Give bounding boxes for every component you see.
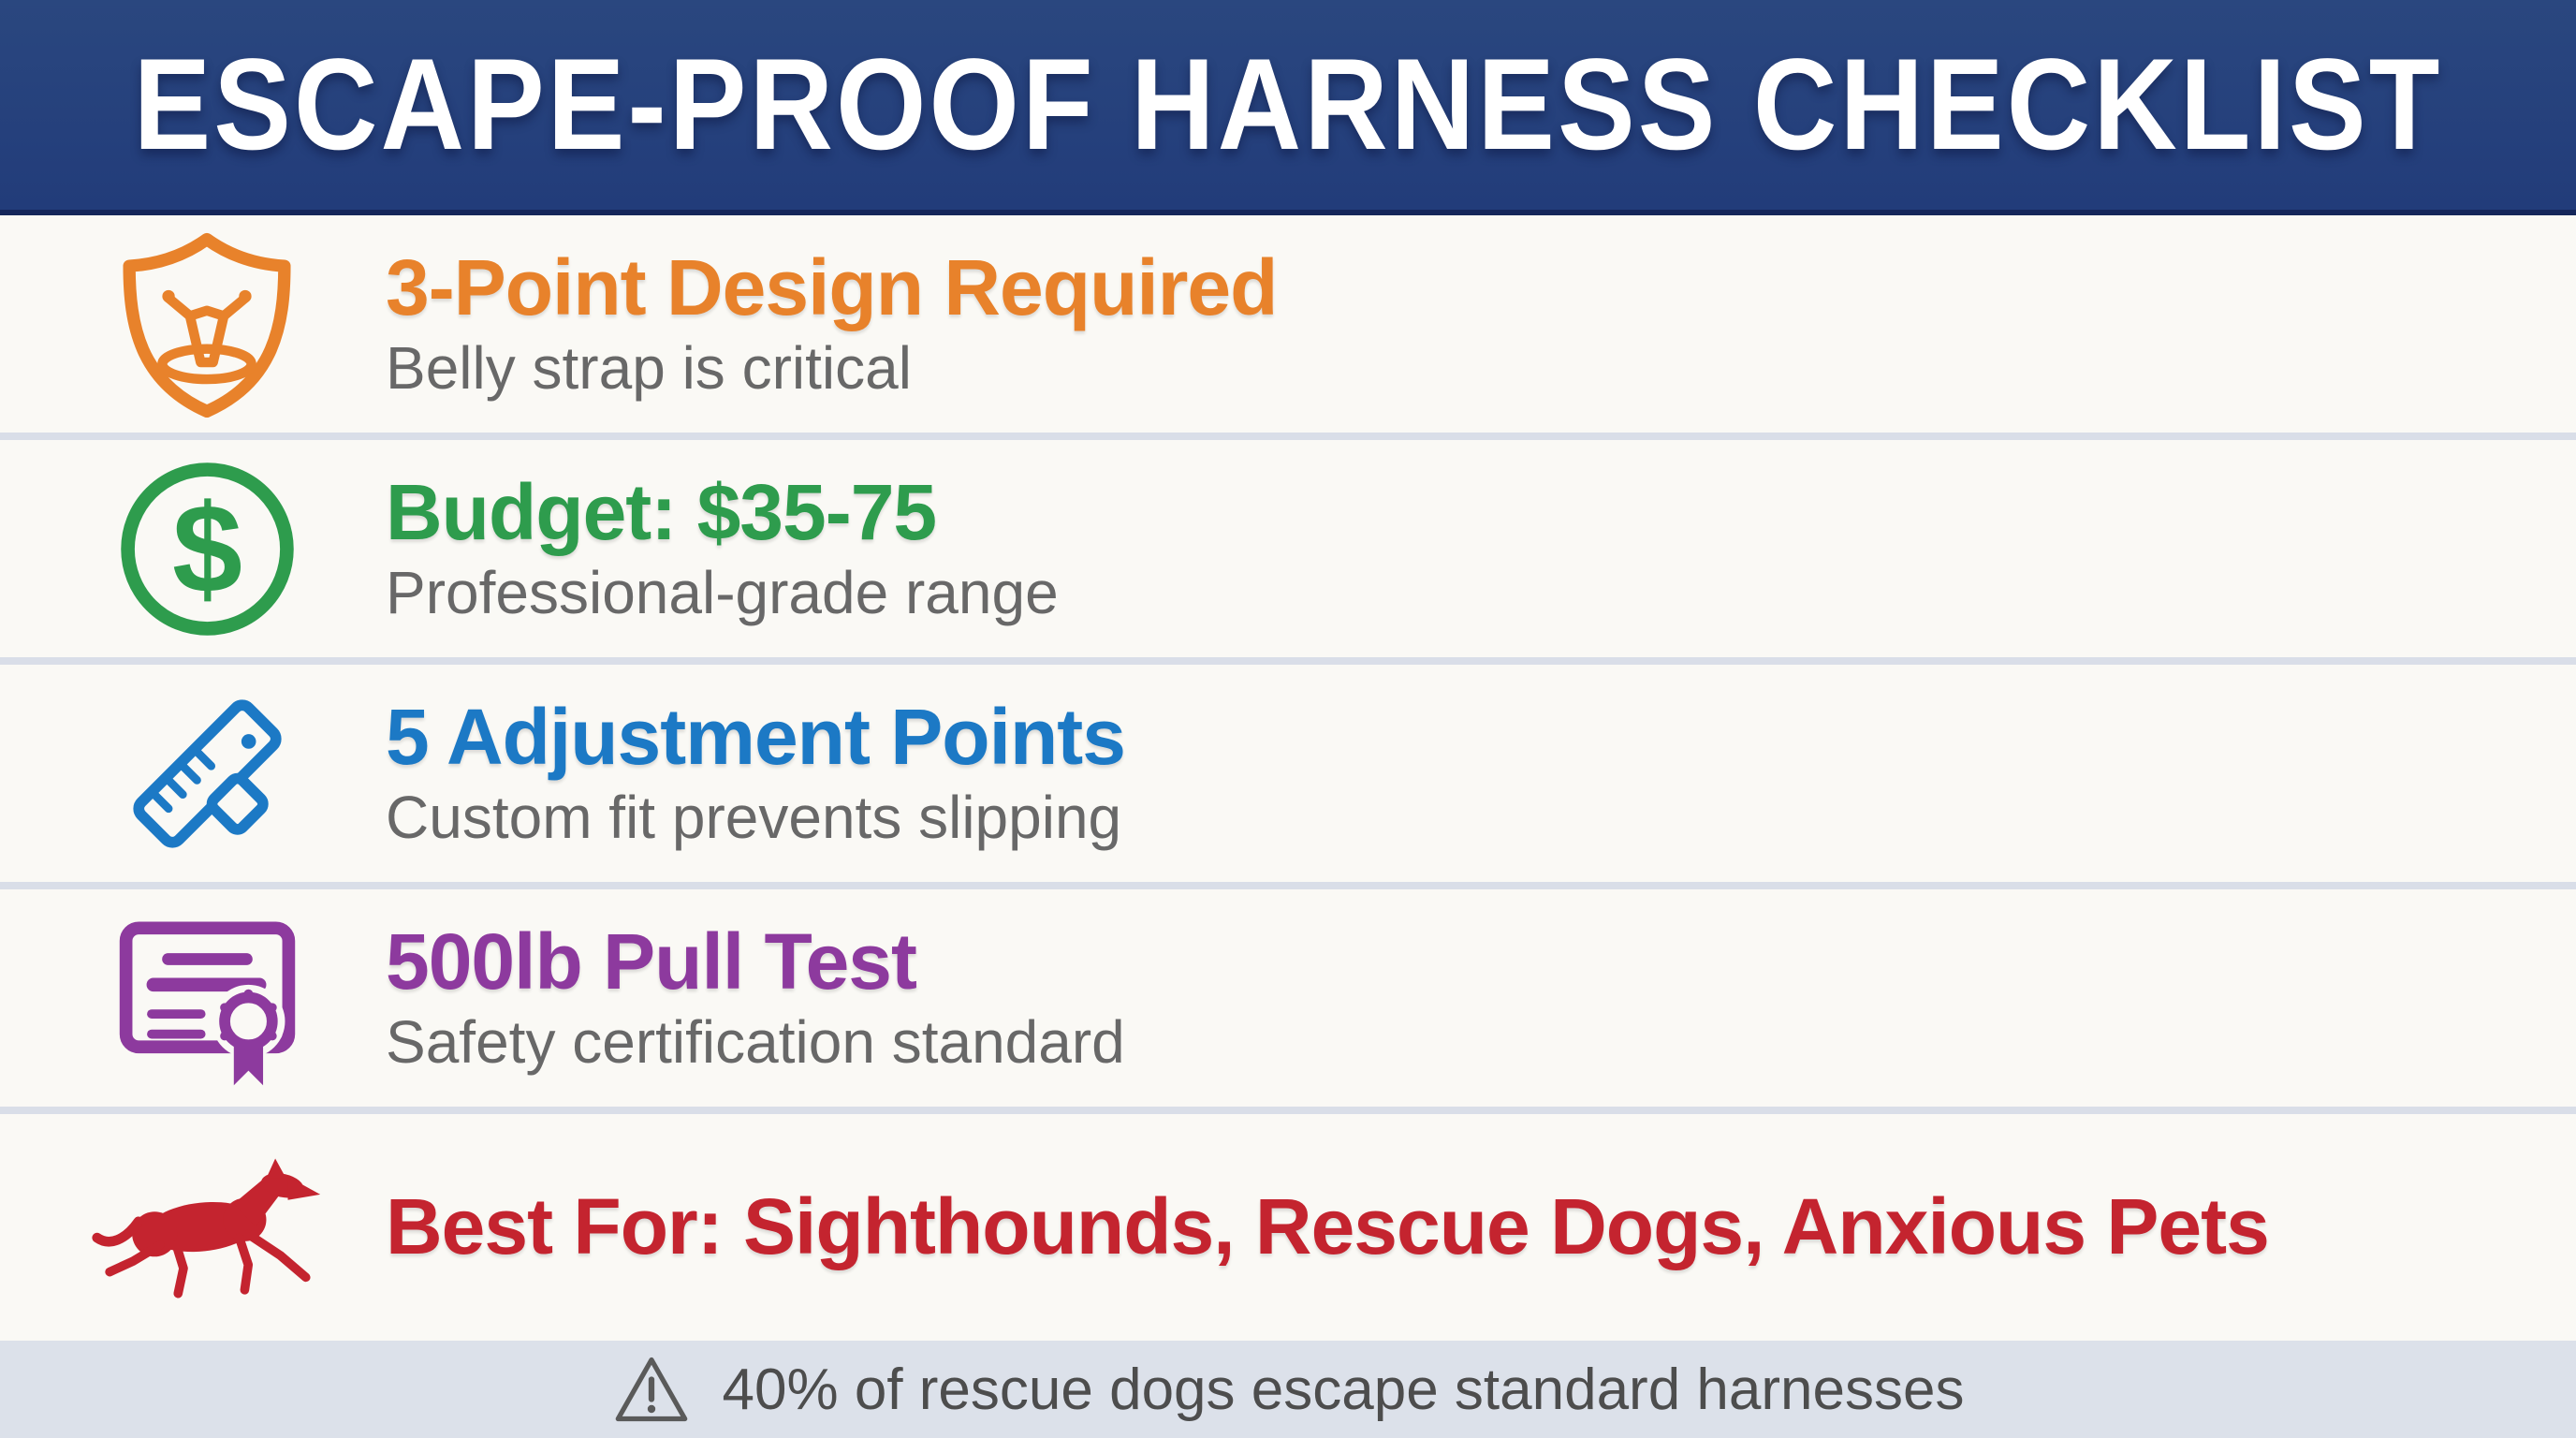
- footer-note: 40% of rescue dogs escape standard harne…: [0, 1341, 2576, 1438]
- row-subtitle-design: Belly strap is critical: [386, 334, 912, 403]
- row-subtitle-budget: Professional-grade range: [386, 559, 1059, 627]
- certificate-icon: [90, 902, 324, 1094]
- running-dog-icon: [90, 1151, 324, 1305]
- row-text-bestfor: Best For: Sighthounds, Rescue Dogs, Anxi…: [386, 1182, 2270, 1271]
- row-title-bestfor: Best For: Sighthounds, Rescue Dogs, Anxi…: [386, 1182, 2270, 1271]
- checklist-row-pulltest: 500lb Pull Test Safety certification sta…: [0, 889, 2576, 1114]
- row-title-design: 3-Point Design Required: [386, 242, 1278, 331]
- row-text-design: 3-Point Design Required Belly strap is c…: [386, 242, 1278, 403]
- svg-text:$: $: [172, 477, 242, 619]
- dollar-circle-icon: $: [90, 453, 324, 645]
- header-banner: ESCAPE-PROOF HARNESS CHECKLIST: [0, 0, 2576, 215]
- row-text-budget: Budget: $35-75 Professional-grade range: [386, 467, 1059, 627]
- checklist-row-design: 3-Point Design Required Belly strap is c…: [0, 215, 2576, 440]
- footer-text: 40% of rescue dogs escape standard harne…: [722, 1357, 1965, 1422]
- warning-triangle-icon: [612, 1352, 691, 1427]
- row-subtitle-pulltest: Safety certification standard: [386, 1008, 1125, 1077]
- row-title-adjustment: 5 Adjustment Points: [386, 692, 1126, 781]
- ruler-icon: [90, 678, 324, 870]
- row-text-adjustment: 5 Adjustment Points Custom fit prevents …: [386, 692, 1126, 852]
- checklist-row-budget: $ Budget: $35-75 Professional-grade rang…: [0, 440, 2576, 665]
- checklist-row-adjustment: 5 Adjustment Points Custom fit prevents …: [0, 665, 2576, 889]
- shield-harness-icon: [90, 228, 324, 420]
- row-subtitle-adjustment: Custom fit prevents slipping: [386, 784, 1122, 852]
- row-title-budget: Budget: $35-75: [386, 467, 937, 556]
- page-title: ESCAPE-PROOF HARNESS CHECKLIST: [133, 32, 2443, 178]
- row-text-pulltest: 500lb Pull Test Safety certification sta…: [386, 917, 1125, 1077]
- checklist-row-bestfor: Best For: Sighthounds, Rescue Dogs, Anxi…: [0, 1114, 2576, 1341]
- row-title-pulltest: 500lb Pull Test: [386, 917, 917, 1005]
